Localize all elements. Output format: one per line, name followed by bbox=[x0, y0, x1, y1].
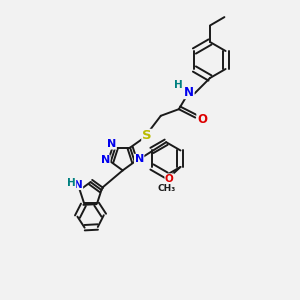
Text: N: N bbox=[184, 85, 194, 99]
Text: N: N bbox=[74, 180, 82, 190]
Text: N: N bbox=[135, 154, 144, 164]
Text: S: S bbox=[142, 129, 152, 142]
Text: CH₃: CH₃ bbox=[157, 184, 176, 193]
Text: H: H bbox=[67, 178, 76, 188]
Text: O: O bbox=[165, 174, 174, 184]
Text: N: N bbox=[107, 139, 116, 149]
Text: N: N bbox=[101, 155, 110, 165]
Text: H: H bbox=[174, 80, 183, 90]
Text: O: O bbox=[197, 112, 207, 126]
